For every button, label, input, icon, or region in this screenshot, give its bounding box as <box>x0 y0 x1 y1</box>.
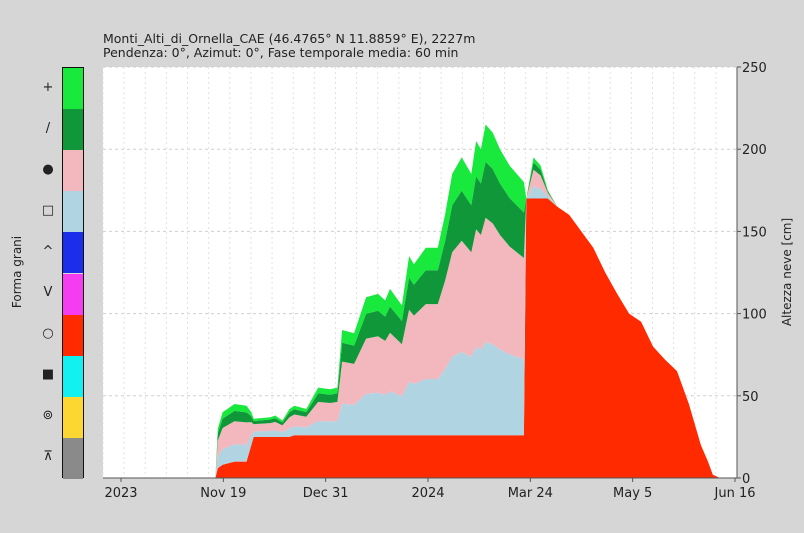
x-tick-label: 2023 <box>104 486 137 501</box>
y-tick-label: 50 <box>742 390 759 405</box>
x-tick-label: Jun 16 <box>714 486 756 501</box>
legend-symbol: / <box>45 120 51 136</box>
x-tick-label: May 5 <box>613 486 652 501</box>
legend-symbol: □ <box>41 202 55 218</box>
x-tick-label: Mar 24 <box>508 486 553 501</box>
y-tick-label: 150 <box>742 225 767 240</box>
y-tick-label: 250 <box>742 61 767 76</box>
x-tick-label: Nov 19 <box>200 486 246 501</box>
snow-layers <box>103 124 720 479</box>
chart-title: Monti_Alti_di_Ornella_CAE (46.4765° N 11… <box>103 31 476 46</box>
legend-symbol: + <box>42 79 54 95</box>
legend-swatch <box>63 437 83 479</box>
grain-type-legend <box>62 67 84 479</box>
legend-swatch <box>63 314 83 356</box>
x-tick-label: Dec 31 <box>303 486 349 501</box>
legend-symbol: ⊚ <box>42 408 54 424</box>
y-tick-label: 0 <box>742 472 750 487</box>
x-ticks: 2023 Nov 19 Dec 31 2024 Mar 24 May 5 Jun 16 <box>104 478 756 501</box>
x-tick-label: 2024 <box>411 486 444 501</box>
layer-faceted-crystals <box>103 186 720 478</box>
legend-symbol: ^ <box>42 243 54 259</box>
legend-swatch <box>63 191 83 233</box>
y-tick-label: 200 <box>742 143 767 158</box>
legend-symbol: V <box>43 285 53 301</box>
legend-swatch <box>63 355 83 397</box>
y-tick-label: 100 <box>742 308 767 323</box>
y-ticks: 0 50 100 150 200 250 <box>737 61 767 487</box>
legend-symbol: ● <box>42 161 54 177</box>
chart-subtitle: Pendenza: 0°, Azimut: 0°, Fase temporale… <box>103 45 459 60</box>
legend-symbol: ⊼ <box>43 449 53 465</box>
legend-swatch <box>63 150 83 192</box>
legend-swatch <box>63 232 83 274</box>
layer-rounded-grains <box>103 198 720 478</box>
legend-symbol: ○ <box>42 326 54 342</box>
legend-swatch <box>63 68 83 110</box>
layer-decomposing-particles <box>103 169 720 479</box>
legend-swatch <box>63 273 83 315</box>
legend-swatch <box>63 396 83 438</box>
legend-symbol: ■ <box>41 367 55 383</box>
legend-swatch <box>63 109 83 151</box>
